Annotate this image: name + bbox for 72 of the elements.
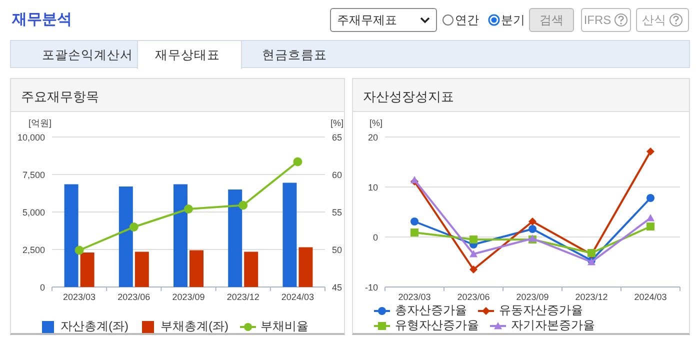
point [410,228,418,236]
y2-tick-label: 60 [332,170,342,180]
text: 검색 [529,8,574,32]
bar [80,252,94,287]
bar [64,184,78,287]
bar [174,184,188,287]
legend-label: 자기자본증가율 [511,317,595,334]
text: 재무분석 [12,10,72,29]
y-tick-label: 10 [368,182,378,192]
y-tick-label: 20 [368,132,378,142]
point [410,218,418,226]
point [293,157,302,166]
legend-label: 부채비율 [260,318,308,335]
y-axis-title: [억원] [28,118,52,128]
point [184,204,193,214]
bar [298,247,313,287]
legend-label: 유동자산증가율 [499,302,583,319]
x-tick-label: 2024/03 [281,292,314,302]
y-axis-title: [%] [369,118,383,128]
point [129,222,138,232]
x-tick-label: 2023/03 [63,292,96,302]
y2-tick-label: 45 [332,282,342,292]
bar [118,186,133,287]
text: 연간 [455,12,479,29]
y-tick-label: -10 [364,282,378,292]
y2-axis-title: [%] [330,118,344,128]
text: 현금흐름표 [262,47,327,64]
point [238,200,248,210]
x-tick-label: 2023/09 [172,292,205,302]
x-tick-label: 2023/12 [226,292,260,302]
point [470,236,478,244]
bar [190,250,204,287]
y-tick-label: 2,500 [22,245,45,255]
y2-tick-label: 50 [332,245,342,255]
bar [228,190,242,287]
point [470,250,478,258]
x-tick-label: 2023/12 [575,292,608,302]
y-tick-label: 5,000 [22,208,45,218]
x-tick-label: 2024/03 [634,292,667,302]
legend-label: 부채총계(좌) [160,318,228,335]
text: IFRS [584,13,612,27]
point [74,246,84,255]
text: 재무상태표 [155,47,220,64]
y-tick-label: 0 [372,232,378,242]
x-tick-label: 2023/03 [398,292,431,302]
y-tick-label: 0 [40,282,45,292]
point [528,225,536,233]
x-tick-label: 2023/06 [118,292,150,302]
x-tick-label: 2023/09 [516,292,549,302]
chart-title: 자산성장성지표 [363,88,454,106]
x-tick-label: 2023/06 [457,292,490,302]
point [528,218,536,226]
point [646,148,654,156]
bar [282,182,297,287]
legend-label: 자산총계(좌) [60,318,128,335]
y2-tick-label: 65 [332,132,342,142]
bar [244,252,258,287]
legend-label: 유형자산증가율 [395,317,479,334]
text: 주재무제표 [337,12,397,28]
text: 포괄손익계산서 [42,47,133,64]
text: 분기 [501,12,525,29]
point [646,222,654,230]
text: 산식 [642,12,666,28]
chart-title: 주요재무항목 [21,88,99,106]
y-tick-label: 7,500 [22,170,45,180]
bar [134,252,149,287]
y-tick-label: 10,000 [17,132,45,142]
point [646,194,654,202]
y2-tick-label: 55 [332,208,342,218]
legend-label: 총자산증가율 [395,302,467,319]
point [646,214,654,222]
point [470,266,478,274]
